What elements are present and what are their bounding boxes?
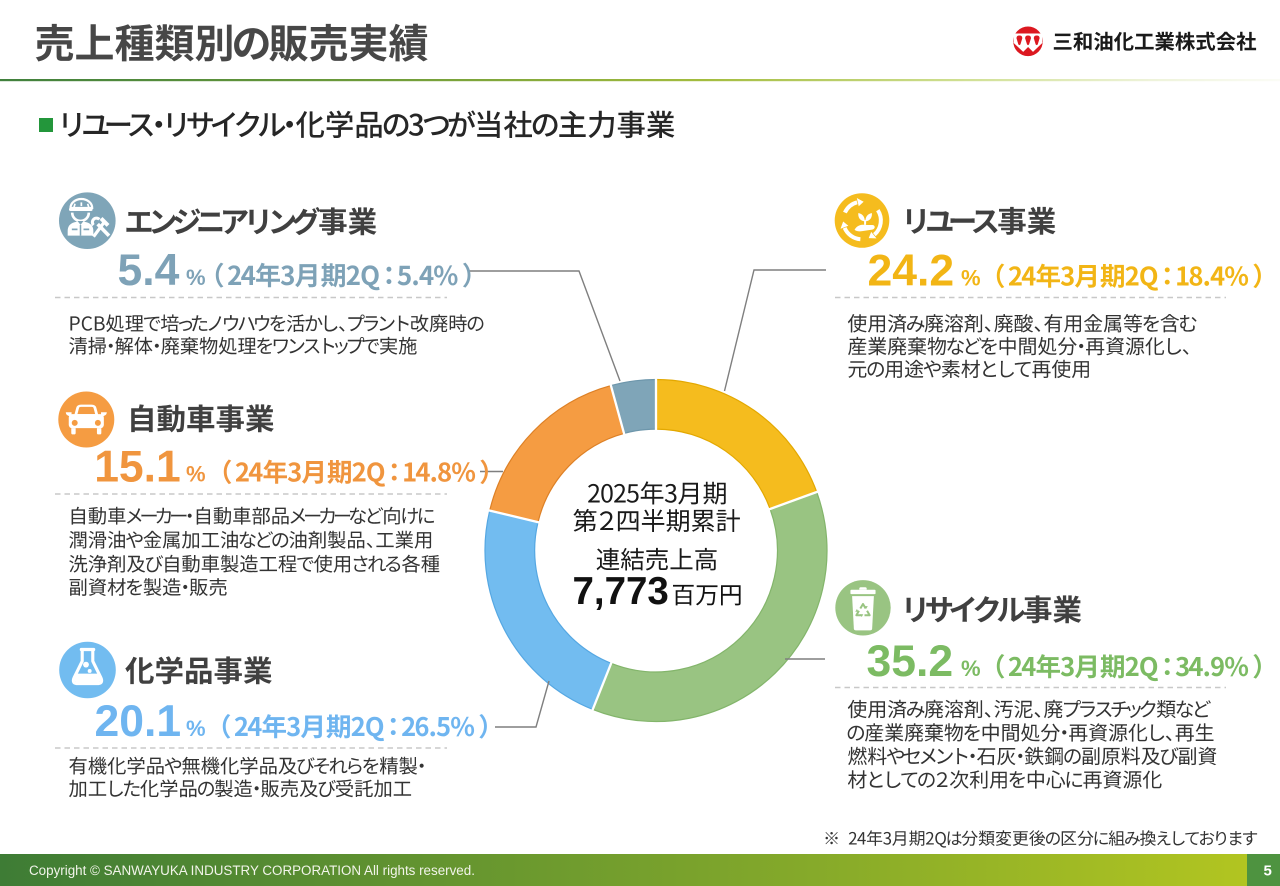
svg-text:%: % [186,265,206,290]
svg-text:24.2: 24.2 [868,247,955,296]
svg-text:%: % [186,462,206,487]
svg-text:5: 5 [1264,863,1272,880]
svg-text:15.1: 15.1 [94,443,181,492]
svg-text:35.2: 35.2 [867,637,954,686]
svg-text:%: % [961,266,981,291]
svg-text:Copyright © SANWAYUKA INDUSTRY: Copyright © SANWAYUKA INDUSTRY CORPORATI… [29,863,475,878]
svg-text:20.1: 20.1 [95,697,182,746]
svg-text:7,773: 7,773 [573,570,669,613]
svg-text:%: % [186,716,206,741]
svg-text:%: % [961,656,981,681]
svg-text:5.4: 5.4 [118,246,180,295]
